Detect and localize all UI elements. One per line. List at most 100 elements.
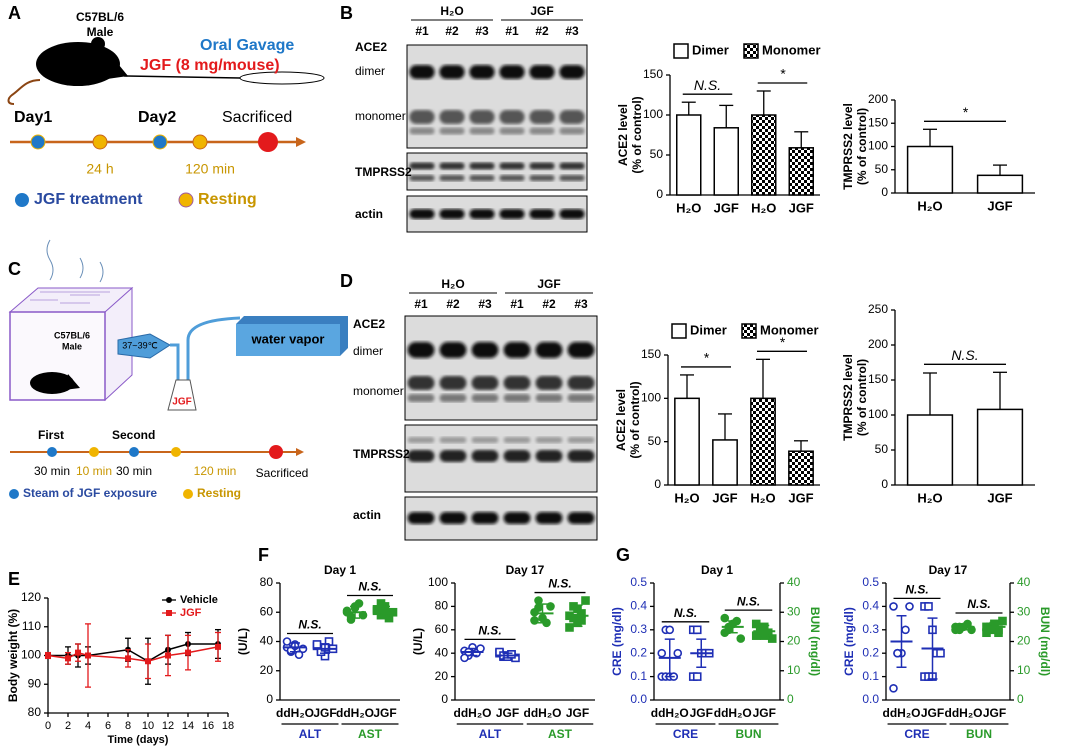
point	[692, 625, 702, 635]
x-tick-label: JGF	[987, 198, 1012, 213]
significance-label: N.S.	[358, 580, 381, 594]
chart-title: Day 17	[506, 563, 545, 577]
legend-swatch	[743, 43, 759, 59]
x-tick-label: JGF	[983, 706, 1006, 720]
blot-band	[567, 450, 595, 462]
blot-band	[409, 162, 435, 170]
row-label: dimer	[353, 344, 383, 358]
panel-label: D	[340, 271, 353, 291]
group-label: CRE	[673, 727, 698, 741]
x-tick-label: JGF	[496, 706, 519, 720]
pipe	[170, 316, 241, 380]
blot-band	[439, 342, 467, 358]
legend-dot	[9, 489, 19, 499]
legend-label: Monomer	[762, 42, 821, 57]
blot-band	[559, 127, 585, 135]
blot-band	[407, 450, 435, 462]
lane-label: #1	[510, 297, 524, 311]
y-axis-label: (% of control)	[855, 108, 869, 185]
y-tick-label: 200	[868, 92, 888, 106]
blot-band	[567, 512, 595, 524]
point	[215, 643, 221, 650]
blot-band	[407, 394, 435, 402]
y-tick-label: 90	[28, 676, 42, 690]
dose: JGF (8 mg/mouse)	[140, 57, 280, 74]
legend-label: Vehicle	[180, 594, 218, 606]
row-label: dimer	[355, 64, 385, 78]
point	[565, 623, 574, 632]
row-label: monomer	[355, 109, 406, 123]
y-tick-label: 100	[641, 391, 661, 405]
y-tick-label: 150	[868, 372, 888, 386]
lane-label: #3	[574, 297, 588, 311]
point	[312, 640, 322, 649]
y-tick-label: 80	[28, 705, 42, 719]
bar	[712, 439, 738, 486]
y-axis-label: TMPRSS2 level	[841, 354, 855, 441]
blot-box	[404, 424, 598, 493]
y-tick-label: 80	[435, 599, 449, 613]
y2-axis-label: BUN (mg/dl)	[808, 607, 822, 676]
blot-band	[471, 450, 499, 462]
nozzle	[117, 333, 171, 359]
point	[45, 652, 51, 659]
point	[657, 648, 667, 658]
y-tick-label: 50	[875, 442, 889, 456]
blot-band	[439, 127, 465, 135]
mouse-body	[30, 372, 74, 394]
y-tick-label: 0.5	[630, 575, 647, 589]
blot-box	[404, 496, 598, 541]
series-line	[47, 646, 219, 663]
point	[889, 602, 898, 611]
significance-label: *	[703, 350, 709, 366]
x-tick-label: JGF	[690, 706, 713, 720]
x-tick-label: JGF	[921, 706, 944, 720]
legend-text: Steam of JGF exposure	[23, 486, 157, 500]
blot-band	[439, 162, 465, 170]
x-tick-label: 10	[142, 720, 154, 732]
y-tick-label: 0.5	[862, 575, 879, 589]
x-tick-label: 6	[105, 720, 111, 732]
point	[736, 634, 746, 643]
y-tick-label: 100	[643, 107, 663, 121]
blot-band	[535, 376, 563, 390]
y-axis-label: ACE2 level	[616, 104, 630, 166]
source: water vapor	[251, 331, 325, 346]
x-tick-label: H₂O	[676, 200, 701, 215]
y-tick-label: 0.2	[630, 645, 647, 659]
blot-band	[469, 162, 495, 170]
significance-label: *	[780, 66, 786, 82]
blot-band	[409, 127, 435, 135]
y-tick-label: 20	[435, 669, 449, 683]
schematic-c: C57BL/6 Male 37~39℃ JGF water vapor Firs…	[8, 239, 348, 500]
legend-label: Dimer	[690, 322, 727, 337]
x-tick-label: JGF	[753, 706, 776, 720]
y-tick-label: 200	[868, 337, 888, 351]
y-tick-label: 120	[21, 590, 41, 604]
x-tick-label: 0	[45, 720, 51, 732]
point	[998, 616, 1007, 626]
blot-box	[406, 195, 588, 233]
sex: Male	[62, 341, 82, 351]
y-tick-label: 80	[260, 575, 274, 589]
y-tick-label: 0	[881, 477, 888, 491]
blot-band	[407, 512, 435, 524]
blot-band	[567, 376, 595, 390]
y-tick-label: 150	[868, 115, 888, 129]
y-tick-label: 100	[428, 575, 448, 589]
point	[125, 655, 131, 662]
x-tick-label: H₂O	[674, 490, 699, 505]
syringe	[239, 71, 325, 85]
blot-band	[469, 175, 495, 181]
strain: C57BL/6	[54, 330, 90, 340]
y-tick-label: 100	[21, 648, 41, 662]
y-tick-label: 0.3	[862, 622, 879, 636]
blot-band	[407, 376, 435, 390]
y-axis-label: (U/L)	[236, 628, 250, 655]
blot-band	[567, 437, 595, 443]
lane-label: #3	[565, 24, 579, 38]
y-tick-label: 40	[787, 575, 801, 589]
point	[905, 602, 914, 611]
x-tick-label: 8	[125, 720, 131, 732]
y-tick-label: 0.1	[862, 669, 879, 683]
